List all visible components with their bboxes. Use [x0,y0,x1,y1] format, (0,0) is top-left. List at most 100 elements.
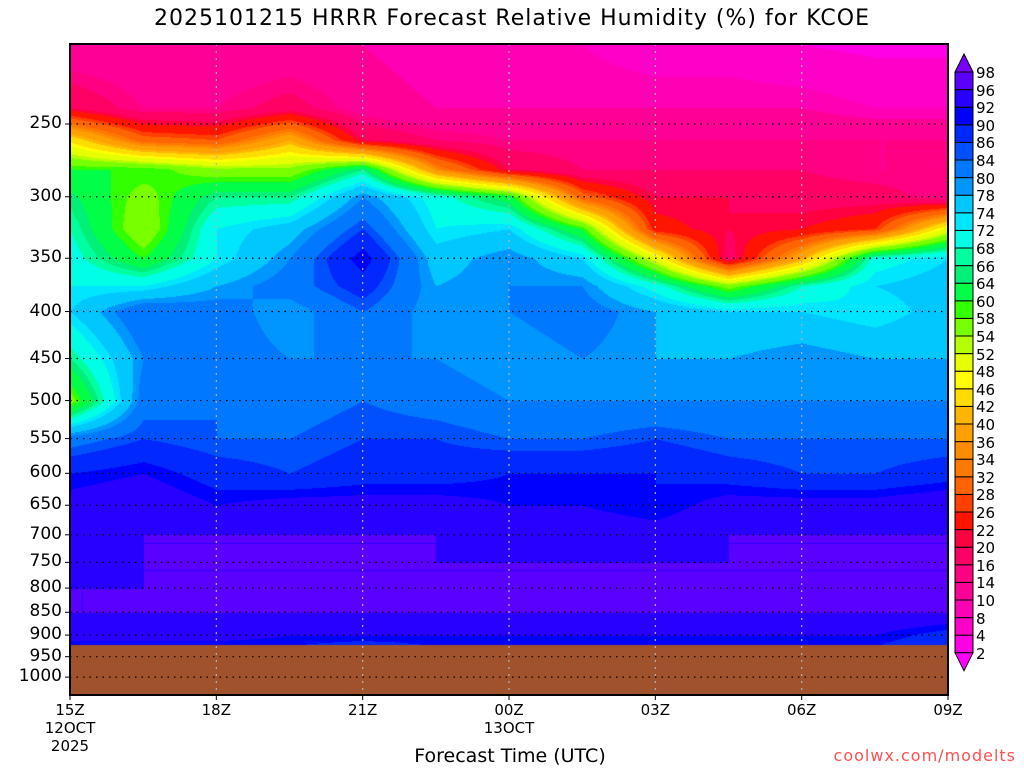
y-tick-label: 850 [29,601,62,622]
x-tick-label: 15Z [55,701,85,719]
colorbar-box [954,282,974,302]
colorbar-box [954,458,974,478]
colorbar-box [954,370,974,390]
y-tick-label: 300 [29,185,62,206]
colorbar-label: 96 [976,81,996,100]
chart-title: 2025101215 HRRR Forecast Relative Humidi… [153,6,870,31]
y-tick-label: 900 [29,624,62,645]
colorbar-box [954,229,974,249]
colorbar-box [954,493,974,513]
colorbar-box [954,212,974,231]
x-tick-sub2: 2025 [50,737,90,755]
colorbar-box [954,106,974,126]
x-tick-label: 21Z [347,701,378,719]
colorbar-label: 16 [976,556,996,575]
colorbar-box [954,194,974,214]
y-tick-label: 250 [29,113,62,133]
colorbar-label: 20 [976,539,996,558]
colorbar-label: 28 [976,486,996,505]
colorbar-label: 68 [976,240,996,258]
y-tick-label: 750 [29,551,62,572]
x-tick-label: 03Z [640,701,671,719]
plot-frame [69,43,949,696]
colorbar-label: 26 [976,504,996,522]
colorbar-box [954,71,974,91]
colorbar-label: 60 [976,292,996,311]
colorbar-label: 78 [976,187,996,206]
colorbar-label: 40 [976,416,996,434]
colorbar-label: 74 [976,204,996,223]
colorbar-min-triangle [954,652,974,672]
colorbar-max-triangle [954,52,974,73]
credit-link[interactable]: coolwx.com/modelts [833,746,1016,765]
colorbar-box [954,159,974,179]
colorbar-box [954,476,974,495]
colorbar-box [954,546,974,566]
y-tick-label: 650 [29,494,62,515]
colorbar-box [954,265,974,284]
colorbar-label: 8 [976,609,986,628]
x-tick-sub: 13OCT [483,719,535,737]
colorbar-label: 36 [976,433,996,452]
colorbar-label: 98 [976,64,996,82]
x-axis-title: Forecast Time (UTC) [414,745,606,767]
colorbar-box [954,141,974,161]
colorbar-box [954,300,974,319]
colorbar-label: 92 [976,99,996,118]
colorbar-label: 80 [976,169,996,188]
colorbar-box [954,581,974,601]
colorbar-box [954,124,974,143]
colorbar-label: 66 [976,257,996,276]
y-tick-label: 550 [29,427,62,448]
colorbar-label: 14 [976,574,996,593]
colorbar-label: 86 [976,134,996,153]
x-tick-label: 09Z [933,701,963,719]
colorbar-label: 52 [976,345,996,364]
y-tick-label: 600 [29,462,62,483]
colorbar-box [954,335,974,355]
y-tick-label: 700 [29,523,62,544]
x-tick-sub: 12OCT [44,719,96,737]
colorbar-box [954,353,974,372]
colorbar-label: 54 [976,328,996,346]
y-tick-label: 400 [29,300,62,321]
colorbar-label: 4 [976,627,986,646]
colorbar-label: 64 [976,275,996,294]
colorbar-box [954,564,974,583]
x-tick-label: 18Z [201,701,232,719]
colorbar-box [954,511,974,531]
colorbar-label: 42 [976,398,996,417]
colorbar-label: 22 [976,521,996,540]
colorbar-label: 10 [976,592,996,610]
y-tick-label: 800 [29,577,62,598]
colorbar-label: 72 [976,222,996,241]
y-tick-label: 500 [29,389,62,410]
colorbar-box [954,441,974,460]
colorbar-label: 84 [976,152,996,170]
colorbar-label: 58 [976,310,996,329]
colorbar-box [954,405,974,425]
y-tick-label: 950 [29,645,62,666]
y-tick-label: 1000 [18,666,62,687]
x-tick-label: 00Z [494,701,524,719]
y-tick-label: 450 [29,347,62,368]
y-tick-label: 350 [29,247,62,268]
colorbar-label: 34 [976,451,996,470]
colorbar-box [954,388,974,407]
rh-contour-field [70,44,948,695]
colorbar-box [954,247,974,267]
colorbar-label: 32 [976,468,996,487]
colorbar-box [954,529,974,548]
colorbar-box [954,617,974,636]
colorbar-box [954,177,974,196]
colorbar-box [954,317,974,337]
colorbar-box [954,89,974,108]
colorbar-box [954,599,974,619]
colorbar-label: 2 [976,644,986,663]
colorbar-box [954,423,974,443]
x-tick-label: 06Z [786,701,817,719]
colorbar-label: 46 [976,380,996,399]
colorbar-box [954,634,974,654]
colorbar-label: 90 [976,116,996,135]
